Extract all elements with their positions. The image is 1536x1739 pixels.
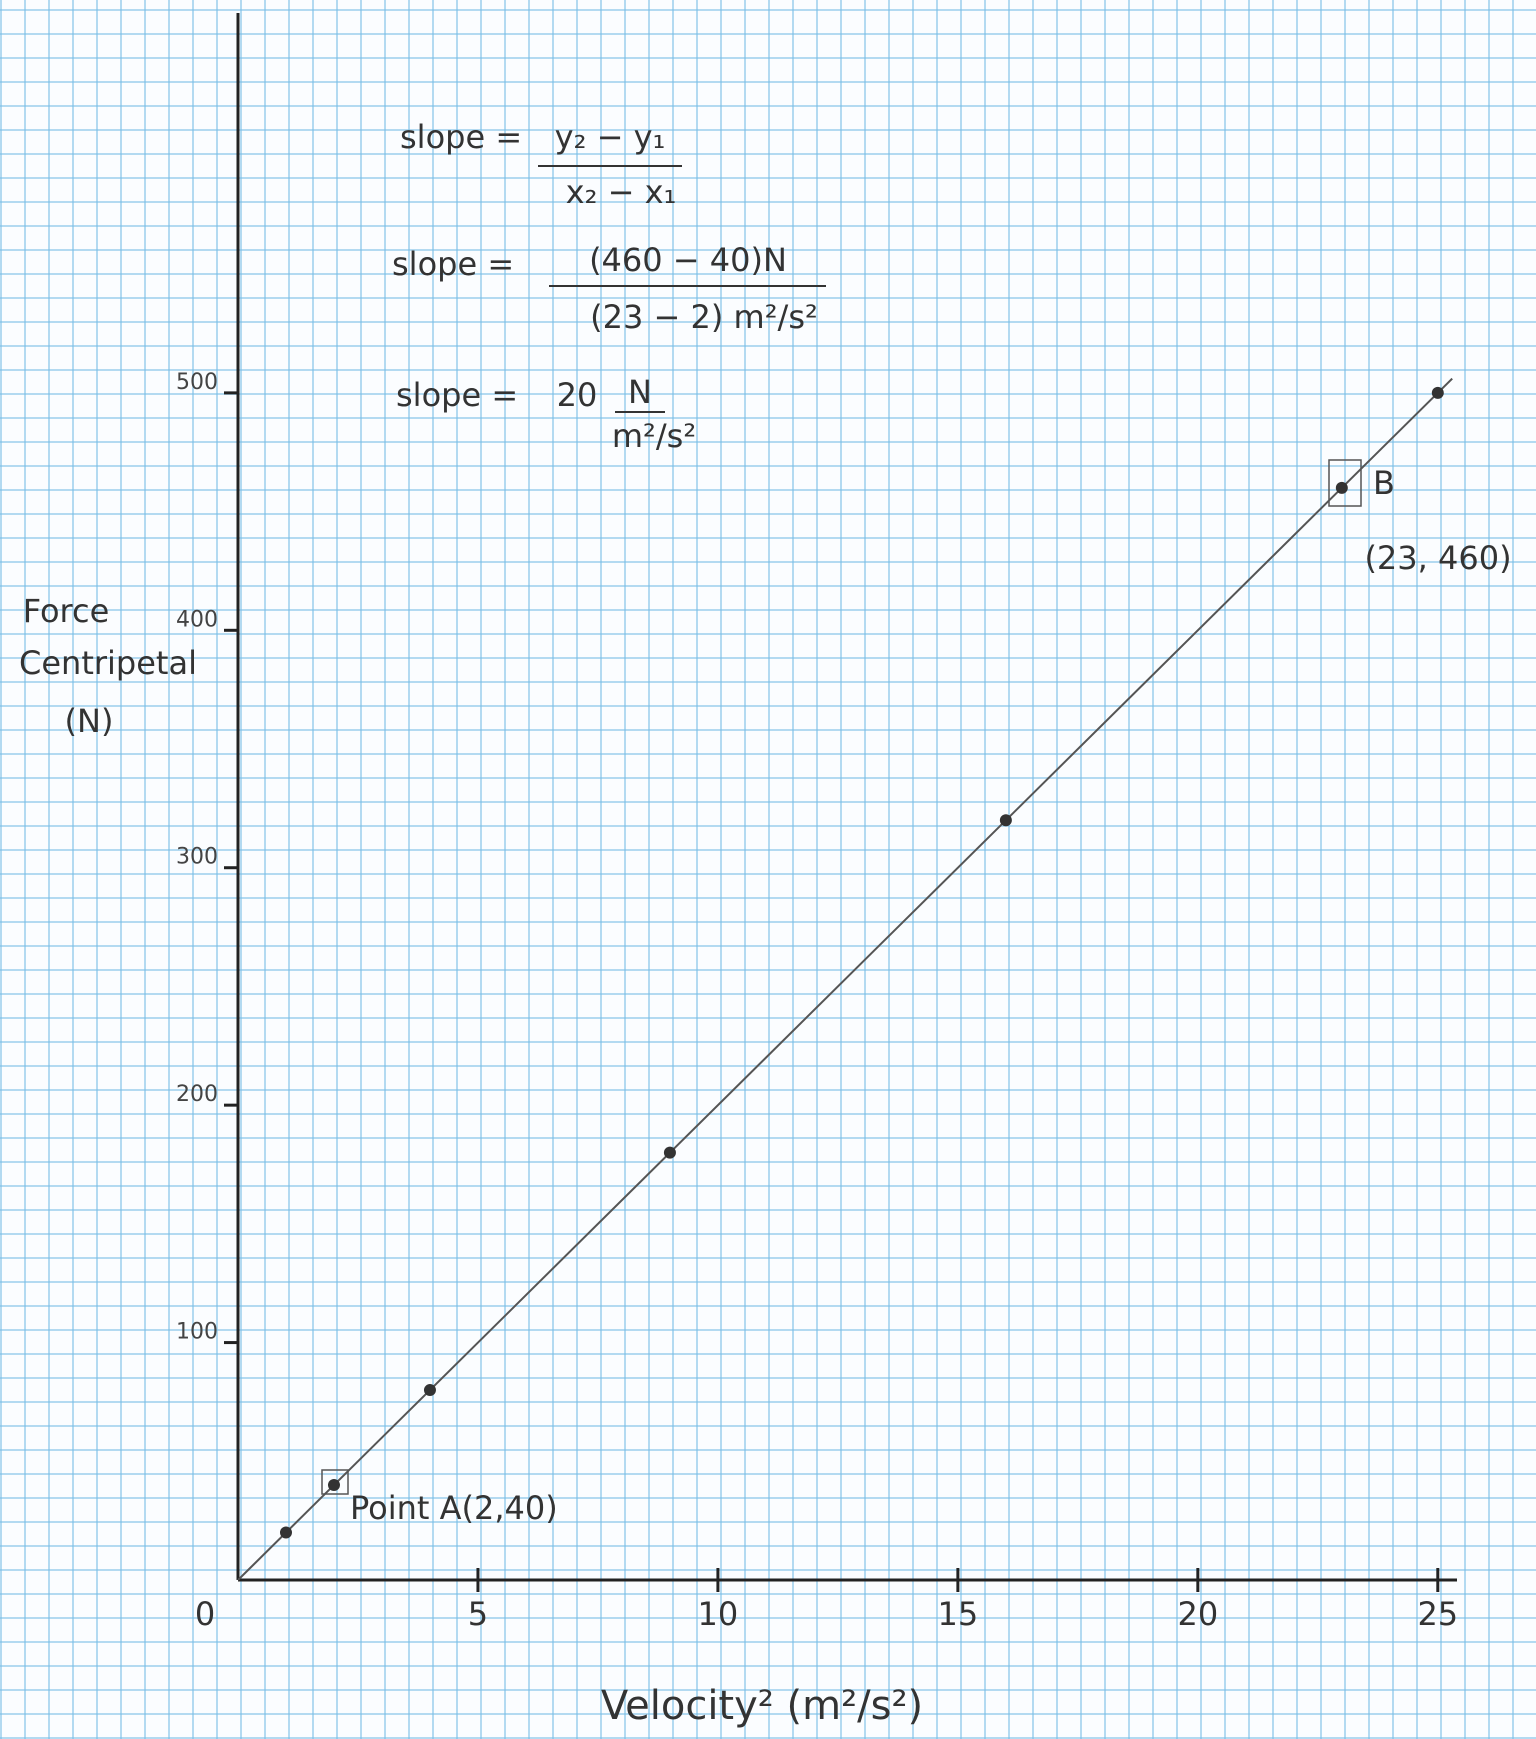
annotation: 20 [557, 376, 598, 414]
annotation: slope = [392, 245, 514, 283]
data-point [1336, 482, 1348, 494]
y-axis-label: Force [23, 592, 110, 630]
annotation: slope = [396, 376, 518, 414]
annotation: (23, 460) [1364, 539, 1511, 577]
x-tick-label: 20 [1177, 1595, 1218, 1633]
data-point [1432, 387, 1444, 399]
data-point [328, 1479, 340, 1491]
x-tick-label: 10 [698, 1595, 739, 1633]
trendline [238, 379, 1452, 1580]
y-tick-label: 400 [176, 607, 218, 632]
y-tick-label: 100 [176, 1320, 218, 1345]
y-tick-label: 500 [176, 370, 218, 395]
x-tick-label: 15 [938, 1595, 979, 1633]
annotation: (23 − 2) m²/s² [590, 298, 818, 336]
data-point [664, 1147, 676, 1159]
data-point [280, 1527, 292, 1539]
data-point [424, 1384, 436, 1396]
y-tick-label: 300 [176, 845, 218, 870]
x-tick-label: 25 [1417, 1595, 1458, 1633]
chart: Velocity² (m²/s²) Force Centripetal (N) … [0, 0, 1536, 1739]
annotation: B [1373, 464, 1395, 502]
annotation: (460 − 40)N [589, 241, 787, 279]
y-tick-label: 200 [176, 1082, 218, 1107]
annotation: y₂ − y₁ [555, 118, 666, 156]
x-tick-label: 5 [468, 1595, 488, 1633]
annotation: N [628, 373, 652, 411]
y-axis-label: (N) [65, 702, 114, 740]
annotation: m²/s² [612, 417, 696, 455]
x-tick-label: 0 [195, 1595, 215, 1633]
annotation: Point A(2,40) [350, 1489, 558, 1527]
annotation: slope = [400, 118, 522, 156]
x-axis-label: Velocity² (m²/s²) [601, 1683, 923, 1729]
y-axis-label: Centripetal [19, 644, 197, 682]
annotation: x₂ − x₁ [566, 173, 677, 211]
data-point [1000, 814, 1012, 826]
